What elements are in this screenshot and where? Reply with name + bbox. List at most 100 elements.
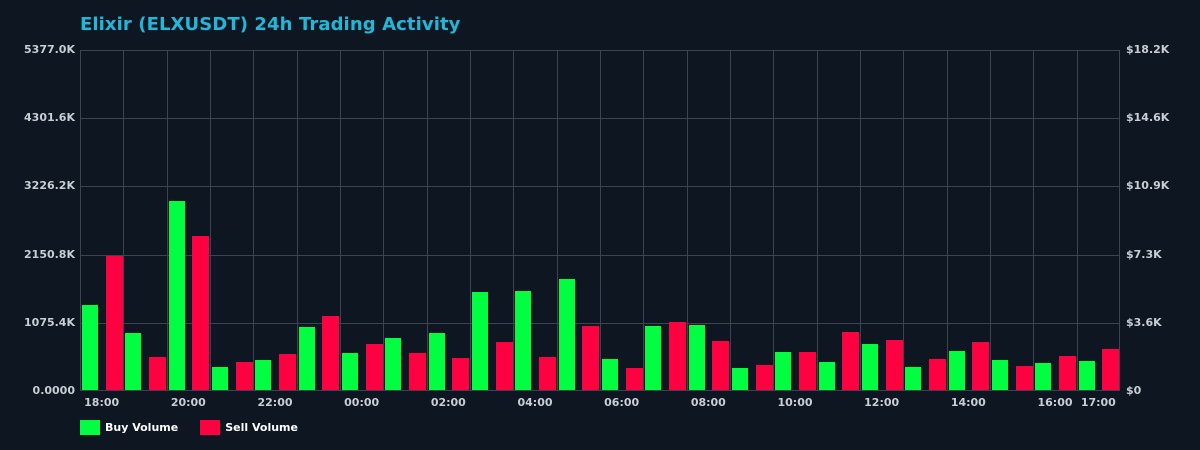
x-tick-label: 04:00 [517,396,553,409]
v-gridline [513,50,515,390]
v-gridline [470,50,471,390]
buy-volume-bar[interactable] [645,326,662,390]
buy-volume-bar[interactable] [1078,361,1095,390]
x-tick-label: 18:00 [84,396,120,409]
y-tick-right: $7.3K [1126,247,1162,261]
sell-volume-bar[interactable] [148,357,166,390]
y-tick-left: 4301.6K [24,111,75,125]
x-tick-label: 20:00 [170,396,206,409]
sell-volume-bar[interactable] [105,256,123,390]
y-tick-right: $0 [1126,384,1142,397]
buy-volume-bar[interactable] [385,338,402,390]
x-tick-label: 22:00 [257,396,293,409]
y-tick-left: 2150.8K [24,247,75,261]
buy-volume-bar[interactable] [125,333,142,390]
sell-volume-bar[interactable] [885,340,903,390]
buy-volume-bar[interactable] [732,368,748,390]
buy-volume-bar[interactable] [688,325,705,390]
buy-volume-bar[interactable] [1035,362,1052,390]
y-tick-left: 0.0000 [32,384,75,397]
sell-volume-bar[interactable] [322,316,340,390]
y-tick-right: $18.2K [1126,43,1170,56]
x-tick-label: 02:00 [430,396,466,409]
buy-volume-bar[interactable] [602,359,618,390]
v-gridline [1033,50,1035,390]
buy-volume-bar[interactable] [298,327,315,390]
sell-volume-bar[interactable] [192,236,210,390]
v-gridline [903,50,905,390]
v-gridline [990,50,991,390]
legend-item-sell[interactable]: Sell Volume [200,420,298,435]
sell-volume-bar[interactable] [668,322,686,390]
v-gridline [600,50,601,390]
v-gridline [816,50,818,390]
x-tick-label: 16:00 [1037,396,1073,409]
v-gridline [686,50,688,390]
buy-volume-bar[interactable] [862,344,878,390]
buy-volume-bar[interactable] [775,352,792,390]
legend-item-buy[interactable]: Buy Volume [80,420,178,435]
y-tick-left: 1075.4K [24,315,75,329]
sell-volume-bar[interactable] [1015,366,1033,390]
v-gridline [946,50,948,390]
y-tick-right: $10.9K [1126,179,1170,193]
sell-volume-bar[interactable] [798,352,816,390]
sell-swatch-icon [200,420,221,435]
legend: Buy Volume Sell Volume [80,420,320,435]
v-gridline [166,50,168,390]
buy-volume-bar[interactable] [948,351,965,390]
y-tick-right: $14.6K [1126,111,1170,125]
legend-label: Sell Volume [225,421,298,434]
y-tick-right: $3.6K [1126,315,1162,329]
sell-volume-bar[interactable] [928,359,946,390]
x-tick-label: 00:00 [344,396,380,409]
sell-volume-bar[interactable] [452,357,470,390]
sell-volume-bar[interactable] [712,340,730,390]
buy-volume-bar[interactable] [905,366,922,390]
sell-volume-bar[interactable] [625,368,643,390]
buy-swatch-icon [80,420,100,435]
sell-volume-bar[interactable] [1058,356,1076,390]
buy-volume-bar[interactable] [168,201,185,390]
legend-label: Buy Volume [105,421,179,434]
sell-volume-bar[interactable] [408,353,426,390]
sell-volume-bar[interactable] [235,361,253,390]
x-tick-label: 14:00 [950,396,986,409]
v-gridline [773,50,775,390]
sell-volume-bar[interactable] [495,342,513,390]
v-gridline [860,50,861,390]
sell-volume-bar[interactable] [755,365,773,390]
x-tick-label: 08:00 [690,396,726,409]
v-gridline [1076,50,1078,390]
x-tick-label: 12:00 [864,396,900,409]
v-gridline [426,50,428,390]
v-gridline [643,50,645,390]
buy-volume-bar[interactable] [342,353,358,390]
v-gridline [340,50,341,390]
v-gridline [253,50,255,390]
sell-volume-bar[interactable] [582,326,600,390]
sell-volume-bar[interactable] [1102,349,1120,390]
x-tick-label: 10:00 [777,396,813,409]
buy-volume-bar[interactable] [472,292,488,390]
sell-volume-bar[interactable] [365,344,383,390]
sell-volume-bar[interactable] [972,342,990,390]
x-tick-label: 06:00 [604,396,640,409]
buy-volume-bar[interactable] [515,291,532,390]
plot-area [80,50,1120,391]
x-tick-label: 17:00 [1080,396,1116,409]
buy-volume-bar[interactable] [818,361,835,390]
v-gridline [556,50,558,390]
buy-volume-bar[interactable] [255,360,272,390]
buy-volume-bar[interactable] [992,360,1008,390]
sell-volume-bar[interactable] [842,331,860,390]
buy-volume-bar[interactable] [558,279,575,390]
y-tick-left: 5377.0K [24,43,75,56]
y-tick-left: 3226.2K [24,179,75,193]
sell-volume-bar[interactable] [538,357,556,390]
sell-volume-bar[interactable] [278,353,296,390]
buy-volume-bar[interactable] [212,366,228,390]
v-gridline [210,50,211,390]
buy-volume-bar[interactable] [428,333,445,390]
buy-volume-bar[interactable] [82,305,98,390]
